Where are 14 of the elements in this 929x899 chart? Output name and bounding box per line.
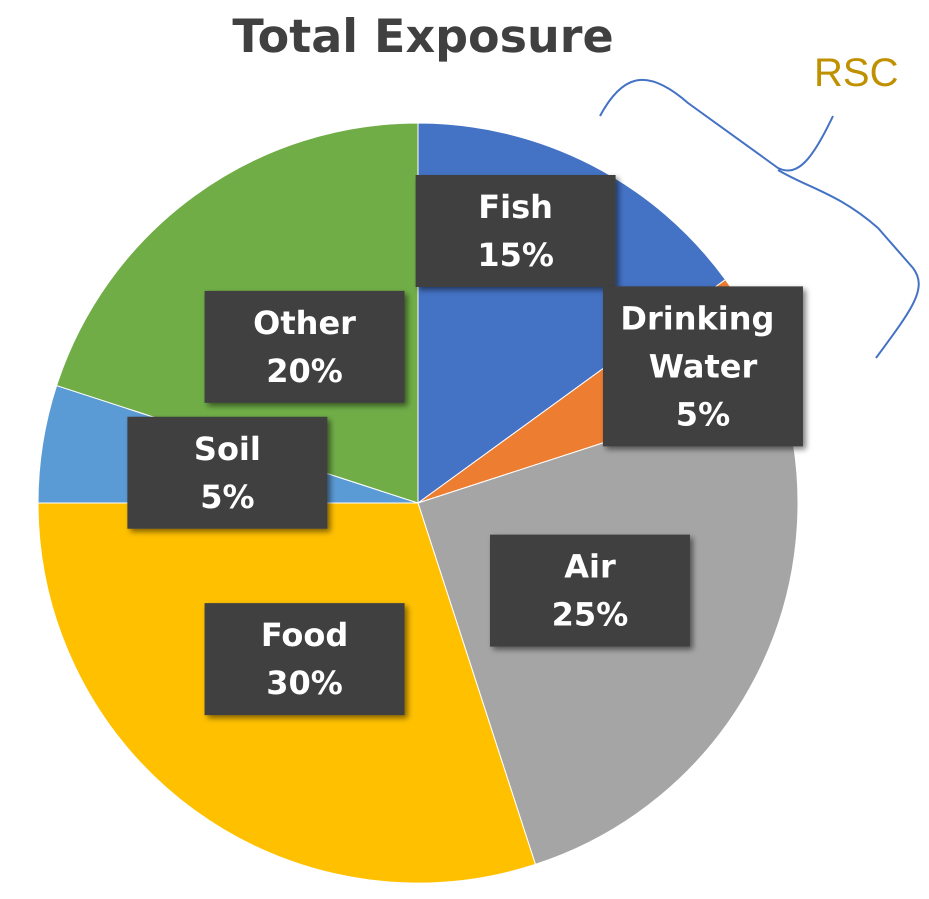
slice-label: Drinking Water (620, 299, 786, 386)
data-label: 30% (266, 664, 343, 702)
data-label: 5% (200, 478, 255, 516)
text: RSC (814, 51, 898, 95)
slice-label: Food (260, 616, 348, 654)
chart-title: Total Exposure (232, 9, 614, 63)
data-label: 15% (477, 236, 554, 274)
data-label: 5% (676, 395, 730, 434)
data-label: 25% (552, 596, 628, 634)
slice-label: Soil (194, 430, 261, 468)
slice-label: Air (564, 548, 616, 586)
slice-label: Fish (478, 188, 553, 226)
data-label: 20% (266, 352, 343, 390)
slice-label: Other (253, 304, 356, 342)
